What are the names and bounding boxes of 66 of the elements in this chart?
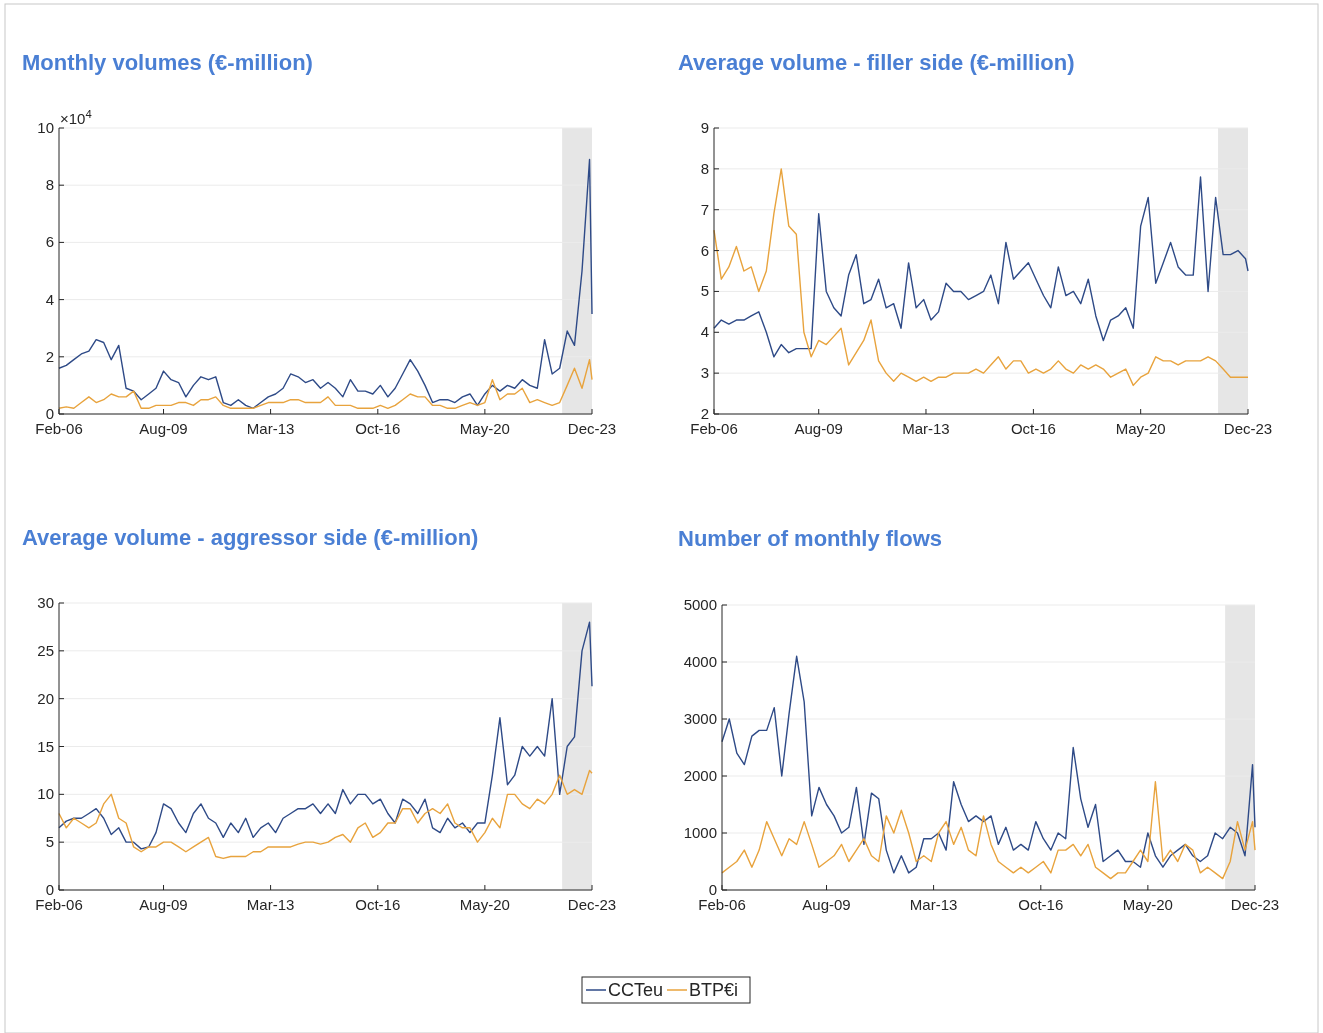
y-tick-label: 5000 xyxy=(683,596,717,613)
text: ×10$^{4}$ xyxy=(60,108,92,127)
y-tick-label: 5 xyxy=(45,833,54,851)
x-tick-label: Feb-06 xyxy=(698,896,746,913)
line-series xyxy=(713,168,1249,387)
x-tick-label: Aug-09 xyxy=(139,896,188,913)
line-series xyxy=(58,621,593,850)
line-series xyxy=(58,158,593,409)
y-tick-label: 2 xyxy=(700,405,709,422)
x-tick-label: Dec-23 xyxy=(567,896,617,913)
y-tick-label: 0 xyxy=(45,405,54,422)
line-series xyxy=(58,769,593,860)
y-tick-label: 4000 xyxy=(683,653,717,670)
x-tick-label: May-20 xyxy=(1122,896,1173,913)
x-tick-label: Aug-09 xyxy=(139,420,188,437)
line-series xyxy=(721,781,1256,880)
y-tick-label: 3000 xyxy=(683,710,717,727)
x-tick-label: Dec-23 xyxy=(1223,420,1273,437)
x-tick-label: Feb-06 xyxy=(690,420,738,437)
x-tick-label: Dec-23 xyxy=(1230,896,1280,913)
y-tick-label: 7 xyxy=(700,200,709,218)
y-tick-label: 20 xyxy=(37,689,54,707)
legend-label: BTP€i xyxy=(689,980,739,1000)
line-series xyxy=(721,655,1256,874)
y-tick-label: 10 xyxy=(37,119,54,136)
x-tick-label: May-20 xyxy=(459,420,510,437)
x-tick-label: Mar-13 xyxy=(246,896,295,913)
x-tick-label: May-20 xyxy=(1115,420,1166,437)
x-tick-label: Aug-09 xyxy=(802,896,851,913)
y-tick-label: 6 xyxy=(45,233,54,251)
y-tick-label: 25 xyxy=(37,641,54,659)
y-tick-label: 4 xyxy=(700,323,709,341)
y-tick-label: 2 xyxy=(45,347,54,365)
legend-label: CCTeu xyxy=(608,980,664,1000)
line-series xyxy=(58,358,593,409)
x-tick-label: Oct-16 xyxy=(1010,420,1056,437)
chart-title: Monthly volumes (€-million) xyxy=(22,50,313,75)
x-tick-label: Mar-13 xyxy=(909,896,958,913)
chart-title: Average volume - filler side (€-million) xyxy=(678,50,1075,75)
line-series xyxy=(713,176,1249,358)
chart-title: Number of monthly flows xyxy=(678,526,942,551)
x-tick-label: Mar-13 xyxy=(902,420,950,437)
y-tick-label: 0 xyxy=(45,881,54,898)
x-tick-label: Feb-06 xyxy=(35,420,83,437)
y-tick-label: 3 xyxy=(700,364,709,382)
chart-title: Average volume - aggressor side (€-million) xyxy=(22,525,479,550)
y-tick-label: 6 xyxy=(700,241,709,259)
y-tick-label: 8 xyxy=(700,159,709,177)
y-tick-label: 15 xyxy=(37,737,54,755)
x-tick-label: Aug-09 xyxy=(794,420,843,437)
y-tick-label: 2000 xyxy=(683,767,717,784)
x-tick-label: Oct-16 xyxy=(355,896,401,913)
y-tick-label: 1000 xyxy=(683,824,717,841)
y-tick-label: 0 xyxy=(708,881,717,898)
x-tick-label: Mar-13 xyxy=(246,420,295,437)
x-tick-label: Dec-23 xyxy=(567,420,617,437)
x-tick-label: Feb-06 xyxy=(35,896,83,913)
x-tick-label: Oct-16 xyxy=(1018,896,1064,913)
y-tick-label: 8 xyxy=(45,176,54,194)
y-tick-label: 5 xyxy=(700,282,709,300)
y-tick-label: 4 xyxy=(45,290,54,308)
y-tick-label: 30 xyxy=(37,594,54,611)
x-tick-label: May-20 xyxy=(459,896,510,913)
y-tick-label: 9 xyxy=(700,119,709,136)
x-tick-label: Oct-16 xyxy=(355,420,401,437)
y-tick-label: 10 xyxy=(37,785,54,803)
